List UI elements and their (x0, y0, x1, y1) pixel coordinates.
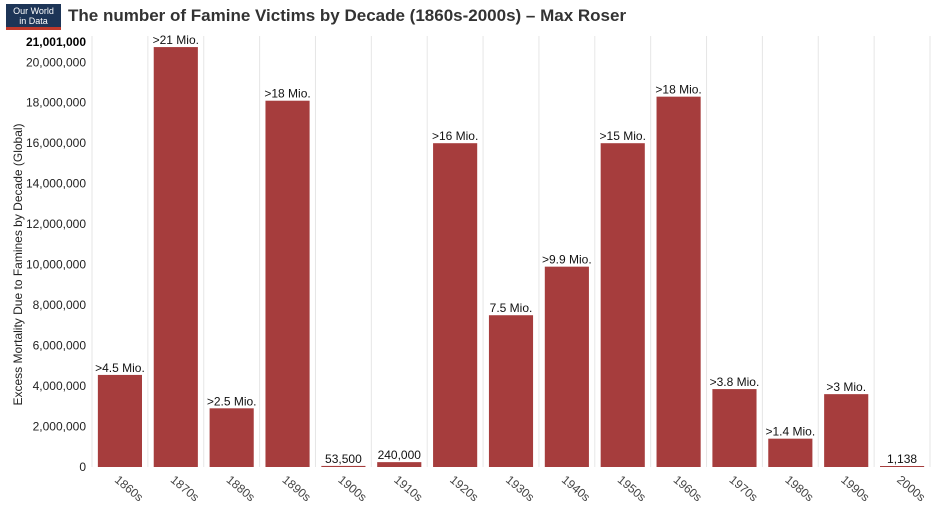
data-label-1940s: >9.9 Mio. (542, 253, 592, 267)
bar-1890s (265, 100, 310, 467)
x-tick-label-1990s: 1990s (838, 473, 872, 505)
data-label-2000s: 1,138 (887, 452, 917, 466)
data-label-1980s: >1.4 Mio. (765, 425, 815, 439)
x-tick-label-1900s: 1900s (335, 473, 369, 505)
x-tick-label-1920s: 1920s (447, 473, 481, 505)
y-tick-label: 4,000,000 (33, 379, 87, 393)
bar-2000s (879, 466, 925, 467)
y-axis-label: Excess Mortality Due to Famines by Decad… (11, 123, 25, 405)
y-tick-label: 8,000,000 (33, 298, 87, 312)
y-tick-label: 10,000,000 (26, 258, 86, 272)
y-axis-ticks: 0 2,000,000 4,000,000 6,000,000 8,000,000 10,… (26, 35, 86, 474)
data-labels: >4.5 Mio. >21 Mio. >2.5 Mio. >18 Mio. 53,500… (95, 33, 917, 466)
data-label-1960s: >18 Mio. (655, 83, 701, 97)
x-tick-label-1970s: 1970s (727, 473, 761, 505)
data-label-1860s: >4.5 Mio. (95, 361, 145, 375)
bar-1900s (321, 465, 366, 467)
bar-1990s (824, 394, 869, 467)
x-tick-label-1910s: 1910s (391, 473, 425, 505)
y-tick-label: 6,000,000 (33, 339, 87, 353)
bar-1970s (712, 389, 757, 467)
x-tick-label-1950s: 1950s (615, 473, 649, 505)
x-tick-label-1930s: 1930s (503, 473, 537, 505)
data-label-1930s: 7.5 Mio. (490, 301, 533, 315)
logo-line-2: in Data (19, 16, 48, 26)
x-tick-label-1870s: 1870s (168, 473, 202, 505)
bar-1860s (97, 374, 143, 467)
x-tick-label-1890s: 1890s (280, 473, 314, 505)
x-tick-label-1960s: 1960s (671, 473, 705, 505)
chart-title: The number of Famine Victims by Decade (… (68, 6, 627, 25)
x-tick-label-2000s: 2000s (894, 473, 928, 505)
data-label-1990s: >3 Mio. (826, 380, 866, 394)
bars (97, 47, 925, 467)
y-tick-label: 18,000,000 (26, 96, 86, 110)
bar-1870s (153, 47, 198, 467)
y-tick-label: 20,000,000 (26, 55, 86, 69)
data-label-1970s: >3.8 Mio. (710, 375, 760, 389)
data-label-1900s: 53,500 (325, 452, 362, 466)
y-tick-label: 14,000,000 (26, 177, 86, 191)
logo-line-1: Our World (13, 6, 54, 16)
x-axis-ticks: 1860s 1870s 1880s 1890s 1900s 1910s 1920s 1930s… (112, 473, 928, 505)
data-label-1920s: >16 Mio. (432, 129, 478, 143)
data-label-1950s: >15 Mio. (600, 129, 646, 143)
data-label-1870s: >21 Mio. (153, 33, 199, 47)
bar-1980s (768, 438, 813, 467)
x-tick-label-1860s: 1860s (112, 473, 146, 505)
x-tick-label-1880s: 1880s (224, 473, 258, 505)
owid-logo: Our World in Data (6, 4, 61, 30)
bar-1880s (209, 408, 254, 467)
bar-1910s (377, 462, 422, 467)
data-label-1890s: >18 Mio. (264, 87, 310, 101)
bar-1950s (600, 143, 645, 467)
y-tick-label: 12,000,000 (26, 217, 86, 231)
x-tick-label-1940s: 1940s (559, 473, 593, 505)
gridlines (91, 36, 931, 467)
data-label-1880s: >2.5 Mio. (207, 394, 257, 408)
bar-1930s (488, 315, 534, 467)
bar-1920s (433, 143, 478, 467)
y-tick-label: 0 (79, 460, 86, 474)
data-label-1910s: 240,000 (378, 448, 422, 462)
y-tick-label-max: 21,001,000 (26, 35, 86, 49)
y-tick-label: 16,000,000 (26, 136, 86, 150)
bar-1940s (544, 266, 589, 467)
y-tick-label: 2,000,000 (33, 420, 87, 434)
x-tick-label-1980s: 1980s (782, 473, 816, 505)
bar-1960s (656, 96, 701, 467)
